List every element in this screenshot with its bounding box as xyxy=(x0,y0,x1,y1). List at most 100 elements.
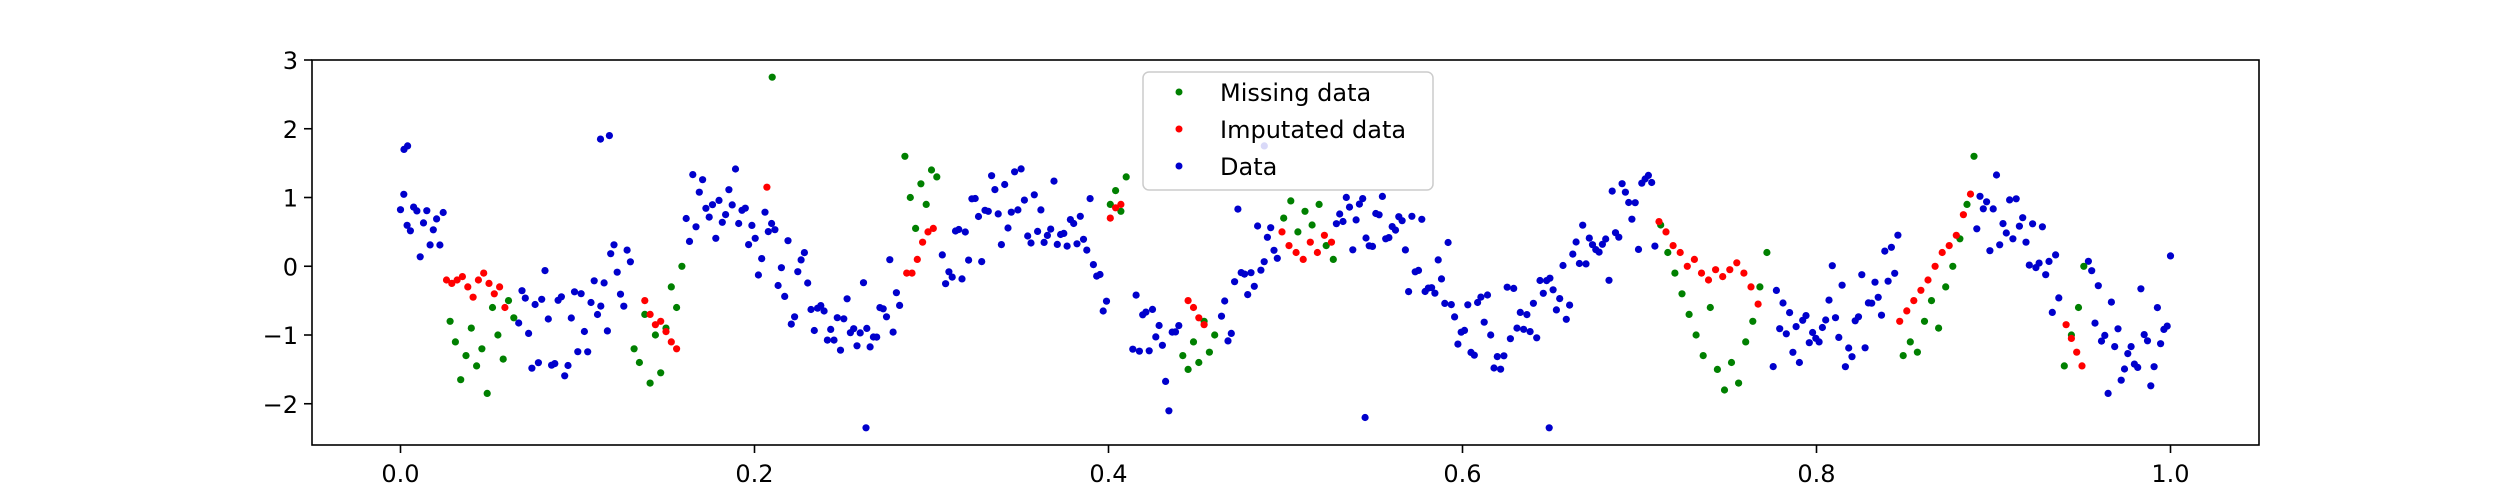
data-point xyxy=(942,280,950,288)
data-point xyxy=(1983,198,1991,206)
data-point xyxy=(1605,276,1613,284)
imputated-data-point xyxy=(1726,266,1734,274)
data-point xyxy=(1631,199,1639,207)
data-point xyxy=(725,186,733,194)
data-point xyxy=(2015,222,2023,230)
data-point xyxy=(2147,382,2155,390)
legend-marker-data xyxy=(1175,162,1183,170)
data-point xyxy=(557,293,566,301)
data-point xyxy=(1782,330,1790,338)
imputated-data-point xyxy=(1740,269,1748,277)
missing-data-point xyxy=(478,345,486,353)
data-point xyxy=(1598,240,1606,248)
data-point xyxy=(1017,165,1025,173)
data-point xyxy=(856,329,864,337)
data-point xyxy=(978,258,986,266)
data-point xyxy=(948,273,956,281)
missing-data-point xyxy=(1106,200,1114,208)
data-point xyxy=(896,301,904,309)
y-tick-label: 1 xyxy=(283,185,298,213)
data-point xyxy=(1339,217,1347,226)
data-point xyxy=(610,241,618,249)
data-point xyxy=(1841,363,1849,371)
imputated-data-point xyxy=(641,297,649,305)
y-tick-label: 0 xyxy=(283,253,298,281)
data-point xyxy=(1579,221,1587,229)
data-point xyxy=(961,228,969,236)
data-point xyxy=(1585,234,1593,242)
data-point xyxy=(830,336,838,344)
data-point xyxy=(1802,312,1810,320)
data-point xyxy=(1559,261,1567,270)
data-point xyxy=(1894,231,1902,239)
data-point xyxy=(2029,220,2037,228)
data-point xyxy=(1418,215,1426,223)
missing-data-point xyxy=(1692,331,1700,339)
data-point xyxy=(984,207,992,215)
data-point xyxy=(1510,284,1518,292)
data-point xyxy=(2101,331,2109,339)
missing-data-point xyxy=(641,310,649,318)
missing-data-point xyxy=(927,166,936,174)
missing-data-point xyxy=(1112,187,1120,195)
data-point xyxy=(1490,364,1498,372)
data-point xyxy=(2117,376,2125,384)
data-point xyxy=(863,324,871,332)
data-point xyxy=(1575,259,1583,268)
missing-data-point xyxy=(1720,386,1729,394)
x-tick-label: 0.6 xyxy=(1443,460,1481,488)
imputated-data-point xyxy=(1683,262,1691,270)
missing-data-point xyxy=(2080,262,2088,270)
missing-data-point xyxy=(1205,348,1213,356)
data-point xyxy=(1099,307,1107,315)
data-point xyxy=(1447,301,1455,309)
data-point xyxy=(515,319,523,327)
data-point xyxy=(1375,211,1383,219)
imputated-data-point xyxy=(2062,321,2070,329)
data-point xyxy=(1877,311,1886,319)
data-point xyxy=(2042,271,2050,279)
missing-data-point xyxy=(651,331,660,339)
data-point xyxy=(1572,238,1580,246)
missing-data-point xyxy=(906,193,914,202)
imputated-data-point xyxy=(1747,283,1755,291)
data-point xyxy=(1129,345,1137,353)
data-point xyxy=(564,361,572,370)
imputated-data-point xyxy=(646,310,654,318)
data-point xyxy=(1497,365,1505,373)
missing-data-point xyxy=(1671,269,1679,277)
data-point xyxy=(396,206,405,214)
data-point xyxy=(1444,238,1452,247)
missing-data-point xyxy=(1742,338,1750,346)
missing-data-point xyxy=(1211,331,1219,339)
data-point xyxy=(1634,245,1643,253)
data-point xyxy=(1441,299,1449,307)
data-point xyxy=(1891,269,1899,277)
imputated-data-point xyxy=(1106,214,1114,222)
missing-data-point xyxy=(1713,365,1721,373)
data-point xyxy=(570,288,579,296)
data-point xyxy=(955,225,963,234)
data-point xyxy=(1868,299,1876,307)
missing-data-point xyxy=(504,297,513,305)
data-point xyxy=(1027,239,1035,247)
data-point xyxy=(2022,238,2030,246)
data-point xyxy=(607,250,615,258)
missing-data-point xyxy=(1301,207,1309,215)
missing-data-point xyxy=(1927,297,1936,305)
imputated-data-point xyxy=(1952,231,1960,239)
missing-data-point xyxy=(457,376,465,384)
missing-data-point xyxy=(933,173,941,181)
data-point xyxy=(771,226,779,234)
data-point xyxy=(685,237,694,245)
data-point xyxy=(1828,262,1836,270)
data-point xyxy=(997,241,1006,249)
data-point xyxy=(1454,340,1462,348)
data-point xyxy=(1493,353,1501,361)
y-tick-label: 3 xyxy=(283,47,298,75)
data-point xyxy=(745,241,753,249)
missing-data-point xyxy=(467,324,475,332)
imputated-data-point xyxy=(1712,266,1720,274)
data-point xyxy=(436,241,444,249)
data-point xyxy=(2111,343,2119,351)
